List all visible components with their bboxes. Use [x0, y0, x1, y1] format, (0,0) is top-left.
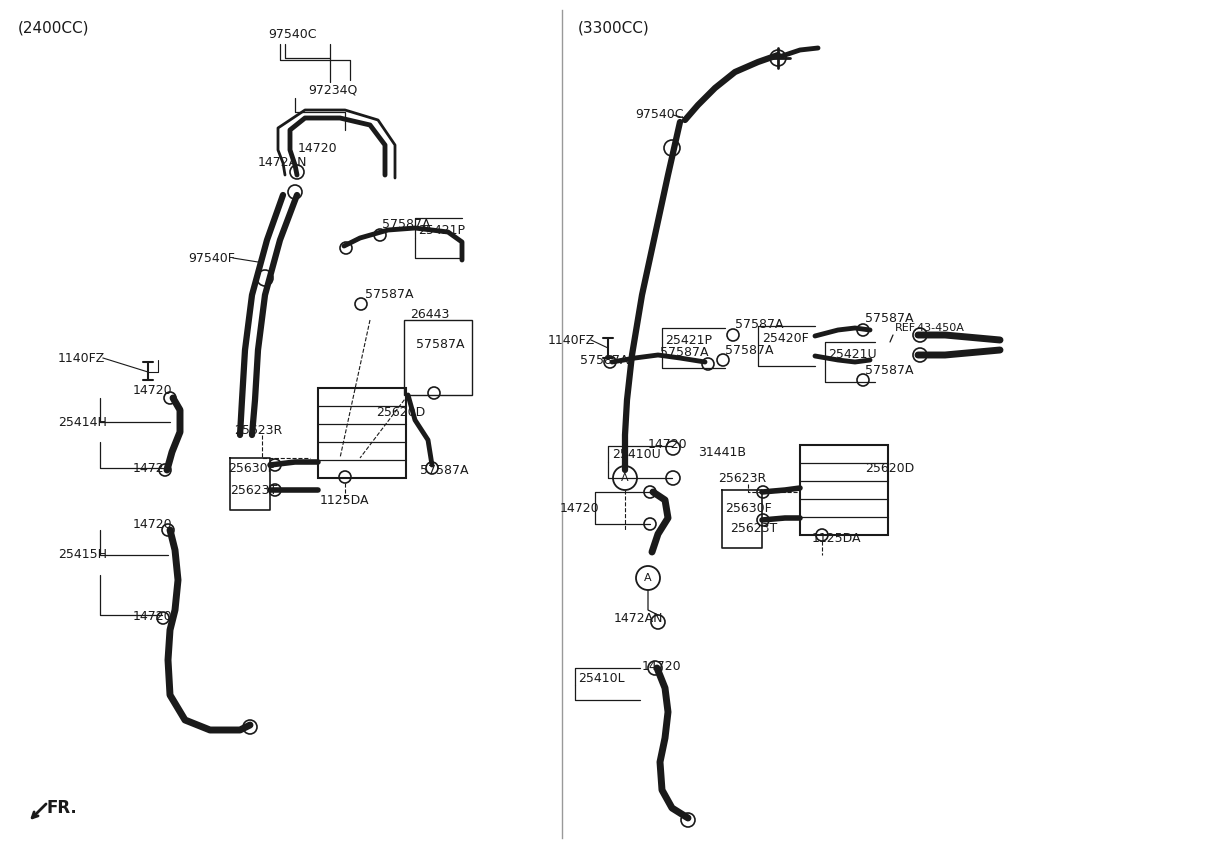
Text: 57587A: 57587A — [420, 464, 468, 477]
Text: 25410U: 25410U — [612, 449, 661, 461]
Text: 25620D: 25620D — [865, 461, 915, 475]
Text: 57587A: 57587A — [382, 219, 431, 232]
Text: 1125DA: 1125DA — [319, 494, 369, 506]
Text: 97540C: 97540C — [267, 29, 317, 42]
Text: 25420F: 25420F — [762, 332, 808, 344]
Text: 25623T: 25623T — [730, 522, 777, 534]
Text: 25630F: 25630F — [725, 501, 772, 515]
Text: 14720: 14720 — [560, 501, 600, 515]
Bar — [800, 445, 888, 535]
Text: 1472AN: 1472AN — [613, 611, 663, 624]
Text: 26443: 26443 — [410, 309, 449, 321]
Text: 25414H: 25414H — [58, 416, 106, 428]
Text: 14720: 14720 — [133, 383, 173, 397]
Bar — [318, 388, 407, 478]
Text: 14720: 14720 — [133, 461, 173, 475]
Text: 57587A: 57587A — [725, 343, 773, 356]
Text: 57587A: 57587A — [865, 364, 914, 377]
Text: 14720: 14720 — [298, 142, 338, 154]
Text: 25421P: 25421P — [417, 224, 465, 237]
Text: FR.: FR. — [47, 799, 77, 817]
Text: 25421P: 25421P — [666, 333, 711, 347]
Text: 25623T: 25623T — [230, 483, 277, 496]
Text: 25415H: 25415H — [58, 549, 106, 561]
Text: A: A — [621, 473, 629, 483]
Text: 57587A: 57587A — [659, 345, 709, 359]
Text: 25410L: 25410L — [578, 672, 624, 684]
Bar — [404, 320, 472, 395]
Text: 97234Q: 97234Q — [309, 83, 357, 97]
Text: 14720: 14720 — [133, 517, 173, 531]
Text: 25620D: 25620D — [376, 405, 425, 419]
Text: REF.43-450A: REF.43-450A — [895, 323, 964, 333]
Text: 97540C: 97540C — [635, 109, 684, 121]
Text: 1125DA: 1125DA — [812, 532, 862, 544]
Text: 57587A: 57587A — [734, 319, 784, 332]
Text: 25421U: 25421U — [828, 349, 876, 361]
Text: 1140FZ: 1140FZ — [548, 333, 595, 347]
Text: 25623R: 25623R — [718, 471, 766, 484]
Text: (3300CC): (3300CC) — [578, 20, 650, 36]
Text: 14720: 14720 — [643, 660, 681, 672]
Text: (2400CC): (2400CC) — [18, 20, 90, 36]
Text: 1472AN: 1472AN — [258, 157, 307, 170]
Text: 1140FZ: 1140FZ — [58, 352, 105, 365]
Text: 57587A: 57587A — [365, 287, 414, 300]
Text: A: A — [644, 573, 652, 583]
Text: 25630F: 25630F — [227, 461, 275, 475]
Text: 25623R: 25623R — [234, 423, 282, 437]
Text: 57587A: 57587A — [416, 338, 465, 352]
Text: 31441B: 31441B — [698, 445, 747, 459]
Text: 97540F: 97540F — [188, 252, 235, 265]
Text: 14720: 14720 — [133, 611, 173, 623]
Text: 57587A: 57587A — [580, 354, 628, 366]
Text: 14720: 14720 — [649, 438, 687, 450]
Text: 57587A: 57587A — [865, 311, 914, 325]
